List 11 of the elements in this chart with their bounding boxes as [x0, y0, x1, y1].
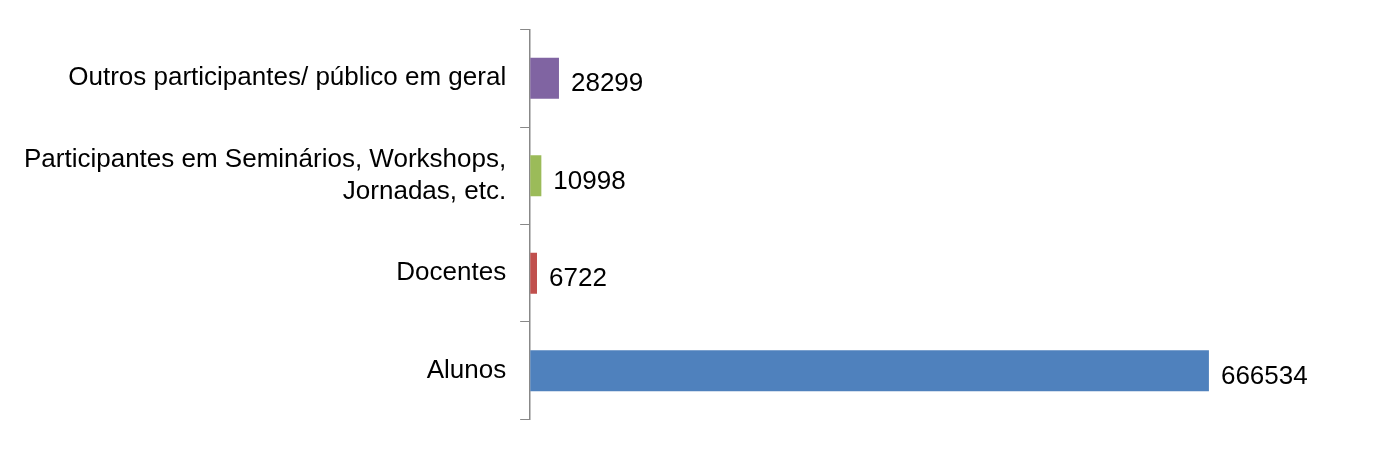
data-label: 28299 — [570, 67, 644, 98]
y-tick-label: Alunos — [426, 353, 507, 384]
y-tick-label: Docentes — [396, 256, 507, 287]
y-tick-label: Outros participantes/ público em geral — [68, 61, 507, 92]
bar — [530, 57, 559, 99]
data-label: 10998 — [553, 164, 626, 195]
y-tick-label: Participantes em Seminários, Workshops, Jornadas, etc. — [24, 143, 507, 205]
data-label: 666534 — [1220, 359, 1308, 390]
bar — [530, 155, 542, 197]
data-label: 6722 — [549, 262, 607, 293]
bar — [530, 350, 1209, 392]
